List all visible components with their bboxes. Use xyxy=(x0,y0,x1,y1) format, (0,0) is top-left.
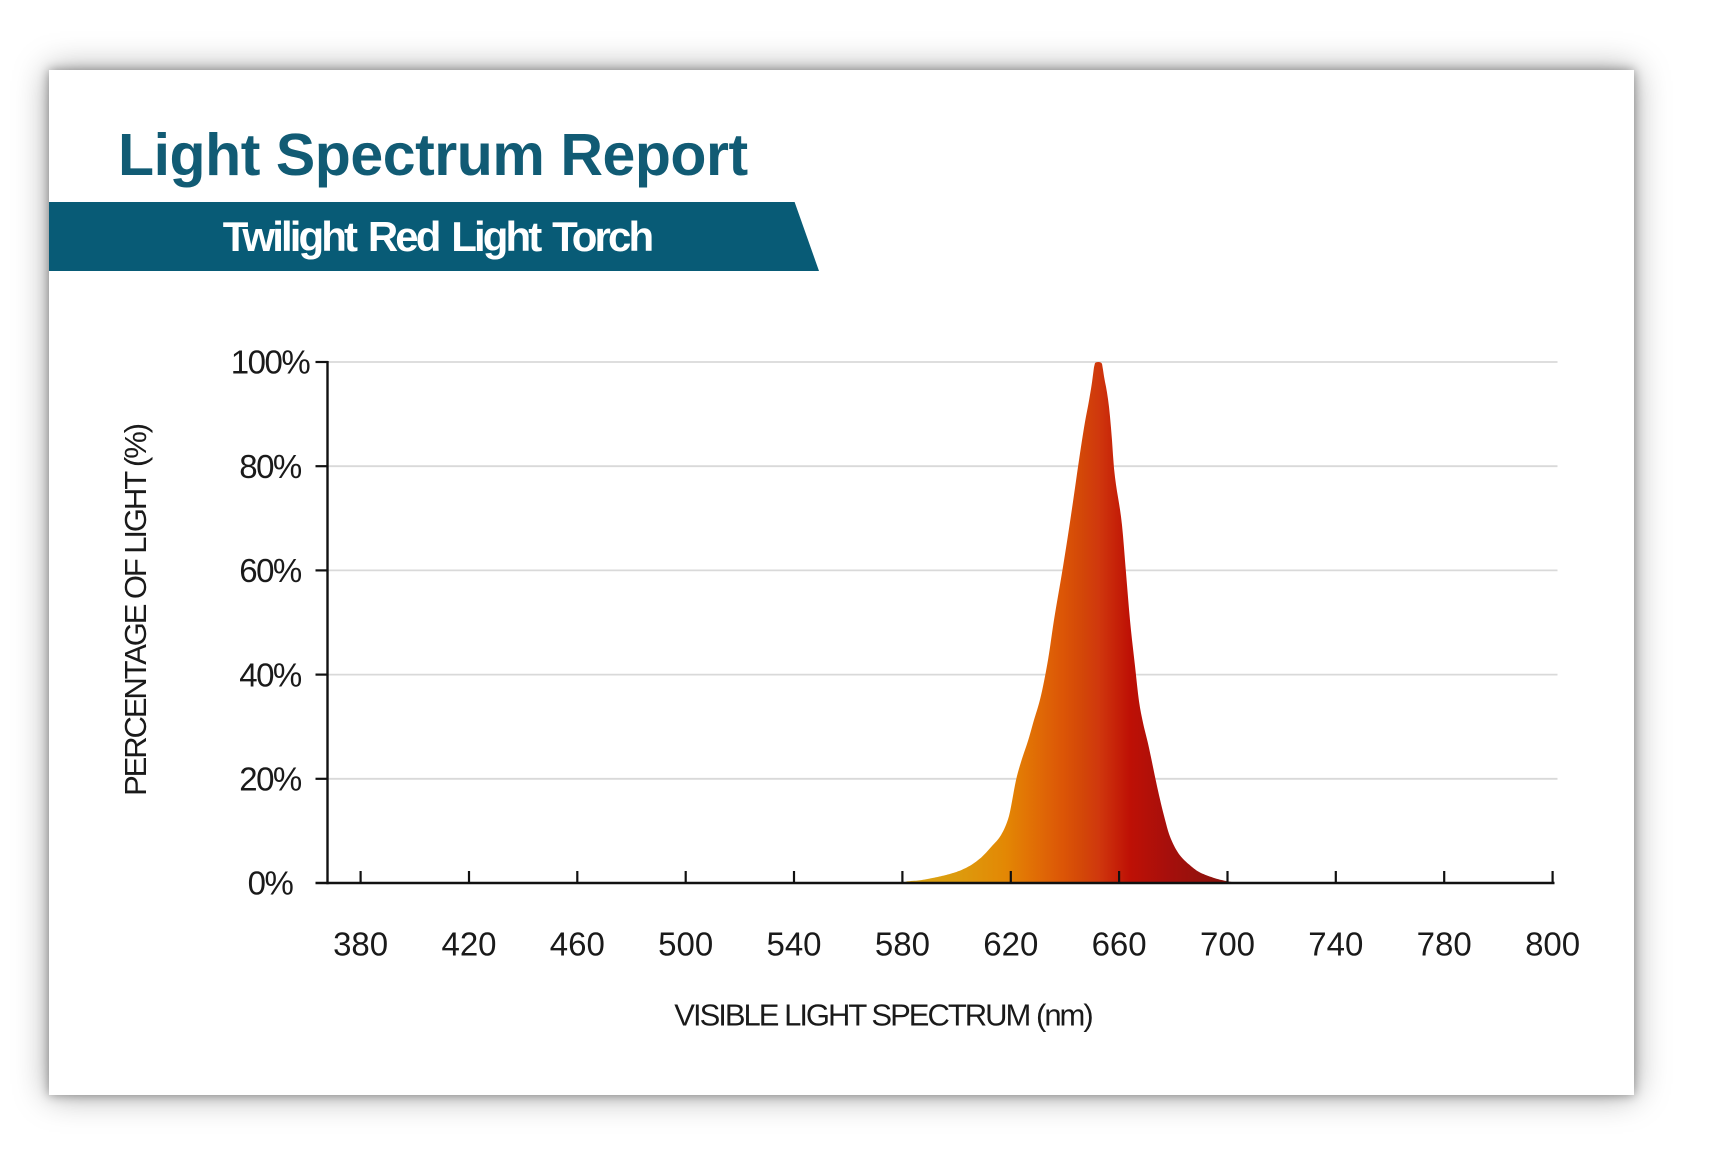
svg-text:380: 380 xyxy=(333,925,388,962)
svg-text:500: 500 xyxy=(658,925,713,962)
svg-text:420: 420 xyxy=(441,925,496,962)
svg-text:80%: 80% xyxy=(239,448,302,485)
svg-text:100%: 100% xyxy=(231,344,311,381)
svg-text:60%: 60% xyxy=(239,552,302,589)
svg-text:460: 460 xyxy=(550,925,605,962)
svg-text:740: 740 xyxy=(1308,925,1363,962)
svg-text:0%: 0% xyxy=(248,865,294,902)
svg-text:580: 580 xyxy=(875,925,930,962)
svg-text:540: 540 xyxy=(766,925,821,962)
svg-text:VISIBLE LIGHT SPECTRUM (nm): VISIBLE LIGHT SPECTRUM (nm) xyxy=(674,997,1092,1032)
svg-text:800: 800 xyxy=(1525,925,1580,962)
svg-text:780: 780 xyxy=(1417,925,1472,962)
svg-text:20%: 20% xyxy=(239,761,302,798)
svg-text:PERCENTAGE OF LIGHT (%): PERCENTAGE OF LIGHT (%) xyxy=(118,424,153,796)
svg-text:700: 700 xyxy=(1200,925,1255,962)
svg-text:620: 620 xyxy=(983,925,1038,962)
svg-text:660: 660 xyxy=(1092,925,1147,962)
svg-text:40%: 40% xyxy=(239,656,302,693)
